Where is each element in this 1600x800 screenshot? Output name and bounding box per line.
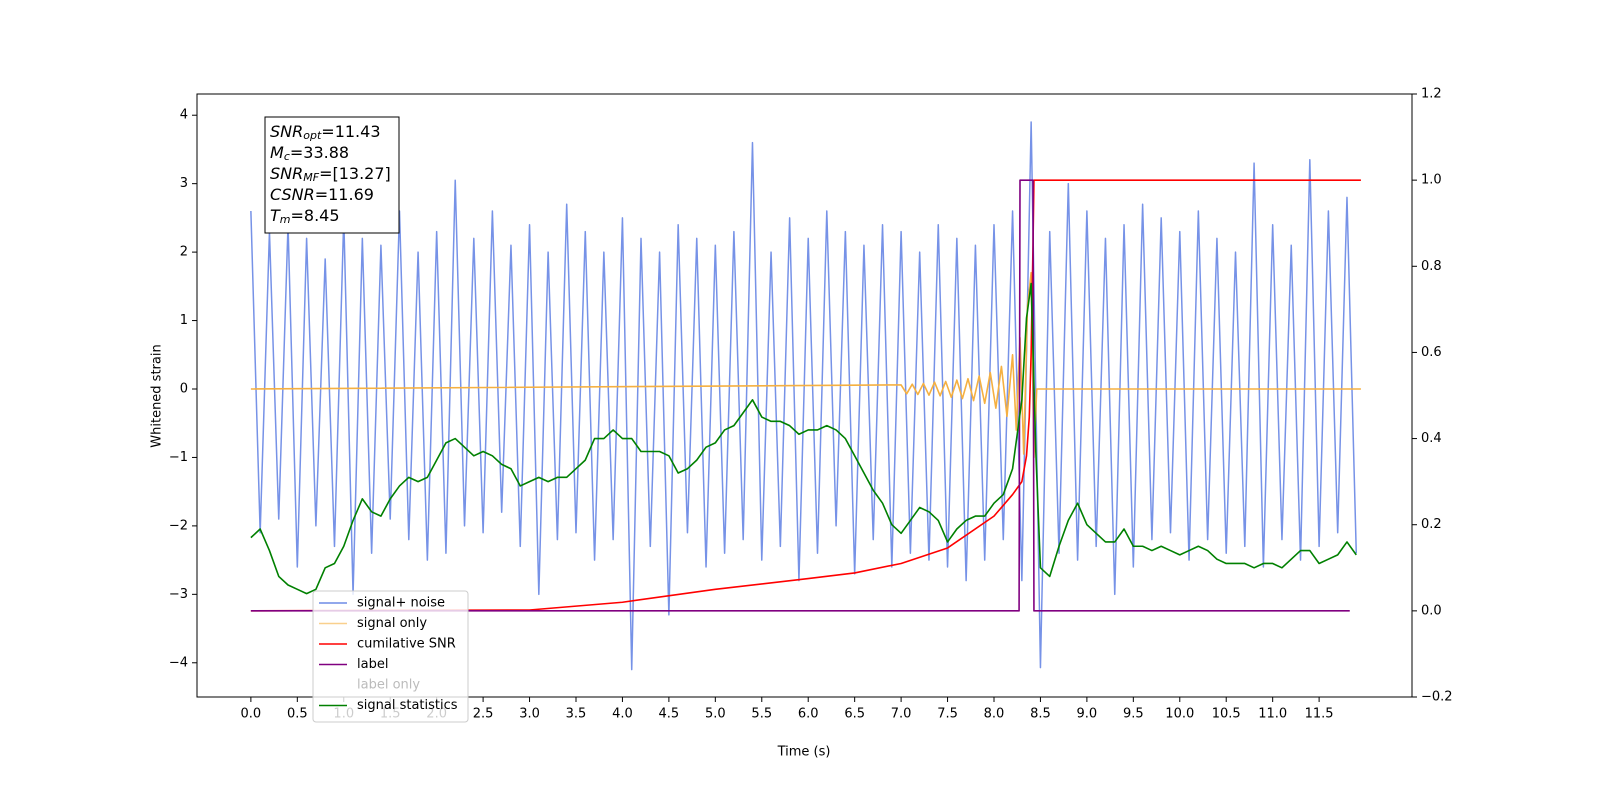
y-tick-label: 2 (180, 245, 188, 260)
annotation-subscript: c (284, 150, 290, 163)
annotation-symbol: SNR (270, 164, 303, 183)
x-tick-label: 5.5 (751, 707, 772, 722)
y-tick-label: −3 (169, 587, 188, 602)
x-tick-label: 10.0 (1165, 707, 1194, 722)
x-axis-label: Time (s) (777, 745, 831, 760)
x-tick-label: 6.5 (844, 707, 865, 722)
legend-box (312, 590, 469, 723)
annotation-value: =11.69 (315, 185, 374, 204)
series-line (250, 179, 1361, 612)
x-tick-label: 8.0 (984, 707, 1005, 722)
y-tick-label: 1 (180, 313, 188, 328)
legend-label: label (357, 657, 388, 672)
y-tick-label: 0 (180, 381, 188, 396)
annotation-symbol: CSNR (270, 185, 315, 204)
x-tick-label: 2.5 (473, 707, 494, 722)
annotation-box (264, 116, 400, 234)
annotation-value: =[13.27] (319, 164, 391, 183)
annotation-text: Tm=8.45 (270, 206, 340, 227)
x-tick-label: 7.0 (891, 707, 912, 722)
x-tick-label: 0.0 (241, 707, 262, 722)
y-axis-label: Whitened strain (150, 344, 165, 447)
annotation-value: =11.43 (321, 122, 380, 141)
legend-label: cumilative SNR (357, 637, 456, 652)
series-line (250, 121, 1358, 671)
series-line (250, 282, 1357, 595)
annotation-value: =33.88 (290, 143, 349, 162)
x-tick-label: 0.5 (287, 707, 308, 722)
annotation-text: SNRMF=[13.27] (270, 164, 391, 185)
annotation-symbol: SNR (270, 122, 303, 141)
x-tick-label: 9.5 (1123, 707, 1144, 722)
y2-tick-label: 0.8 (1421, 259, 1442, 274)
annotation-subscript: opt (303, 129, 322, 142)
y2-tick-label: 0.0 (1421, 603, 1442, 618)
x-tick-label: 4.5 (659, 707, 680, 722)
y2-tick-label: 0.6 (1421, 345, 1442, 360)
x-tick-label: 4.0 (612, 707, 633, 722)
annotation-text: SNRopt=11.43 (270, 122, 381, 143)
annotation-text: Mc=33.88 (270, 143, 349, 164)
annotation-value: =8.45 (291, 206, 340, 225)
y2-tick-label: 1.2 (1421, 87, 1442, 102)
x-tick-label: 5.0 (705, 707, 726, 722)
series-line (250, 271, 1361, 459)
y-tick-label: 3 (180, 176, 188, 191)
annotation-symbol: T (270, 206, 281, 225)
annotation-subscript: MF (303, 171, 319, 184)
y2-tick-label: −0.2 (1421, 690, 1453, 705)
annotation-symbol: M (270, 143, 284, 162)
x-tick-label: 10.5 (1212, 707, 1241, 722)
x-tick-label: 7.5 (937, 707, 958, 722)
x-tick-label: 11.0 (1258, 707, 1287, 722)
plot-area (250, 121, 1361, 671)
x-tick-label: 9.0 (1077, 707, 1098, 722)
x-tick-label: 3.0 (519, 707, 540, 722)
axes-frame (196, 93, 1413, 698)
legend-label: label only (357, 678, 420, 693)
x-tick-label: 11.5 (1305, 707, 1334, 722)
legend-label: signal statistics (357, 698, 458, 713)
y-tick-label: 4 (180, 108, 188, 123)
series-line (250, 179, 1350, 612)
y-tick-label: −2 (169, 518, 188, 533)
annotation-subscript: m (280, 213, 291, 226)
y-tick-label: −4 (169, 655, 188, 670)
x-tick-label: 8.5 (1030, 707, 1051, 722)
y2-tick-label: 1.0 (1421, 173, 1442, 188)
annotation-text: CSNR=11.69 (270, 185, 374, 204)
legend-label: signal only (357, 616, 427, 631)
y2-tick-label: 0.2 (1421, 517, 1442, 532)
x-tick-label: 6.0 (798, 707, 819, 722)
x-tick-label: 3.5 (566, 707, 587, 722)
y-tick-label: −1 (169, 450, 188, 465)
y2-tick-label: 0.4 (1421, 431, 1442, 446)
legend-label: signal+ noise (357, 596, 445, 611)
